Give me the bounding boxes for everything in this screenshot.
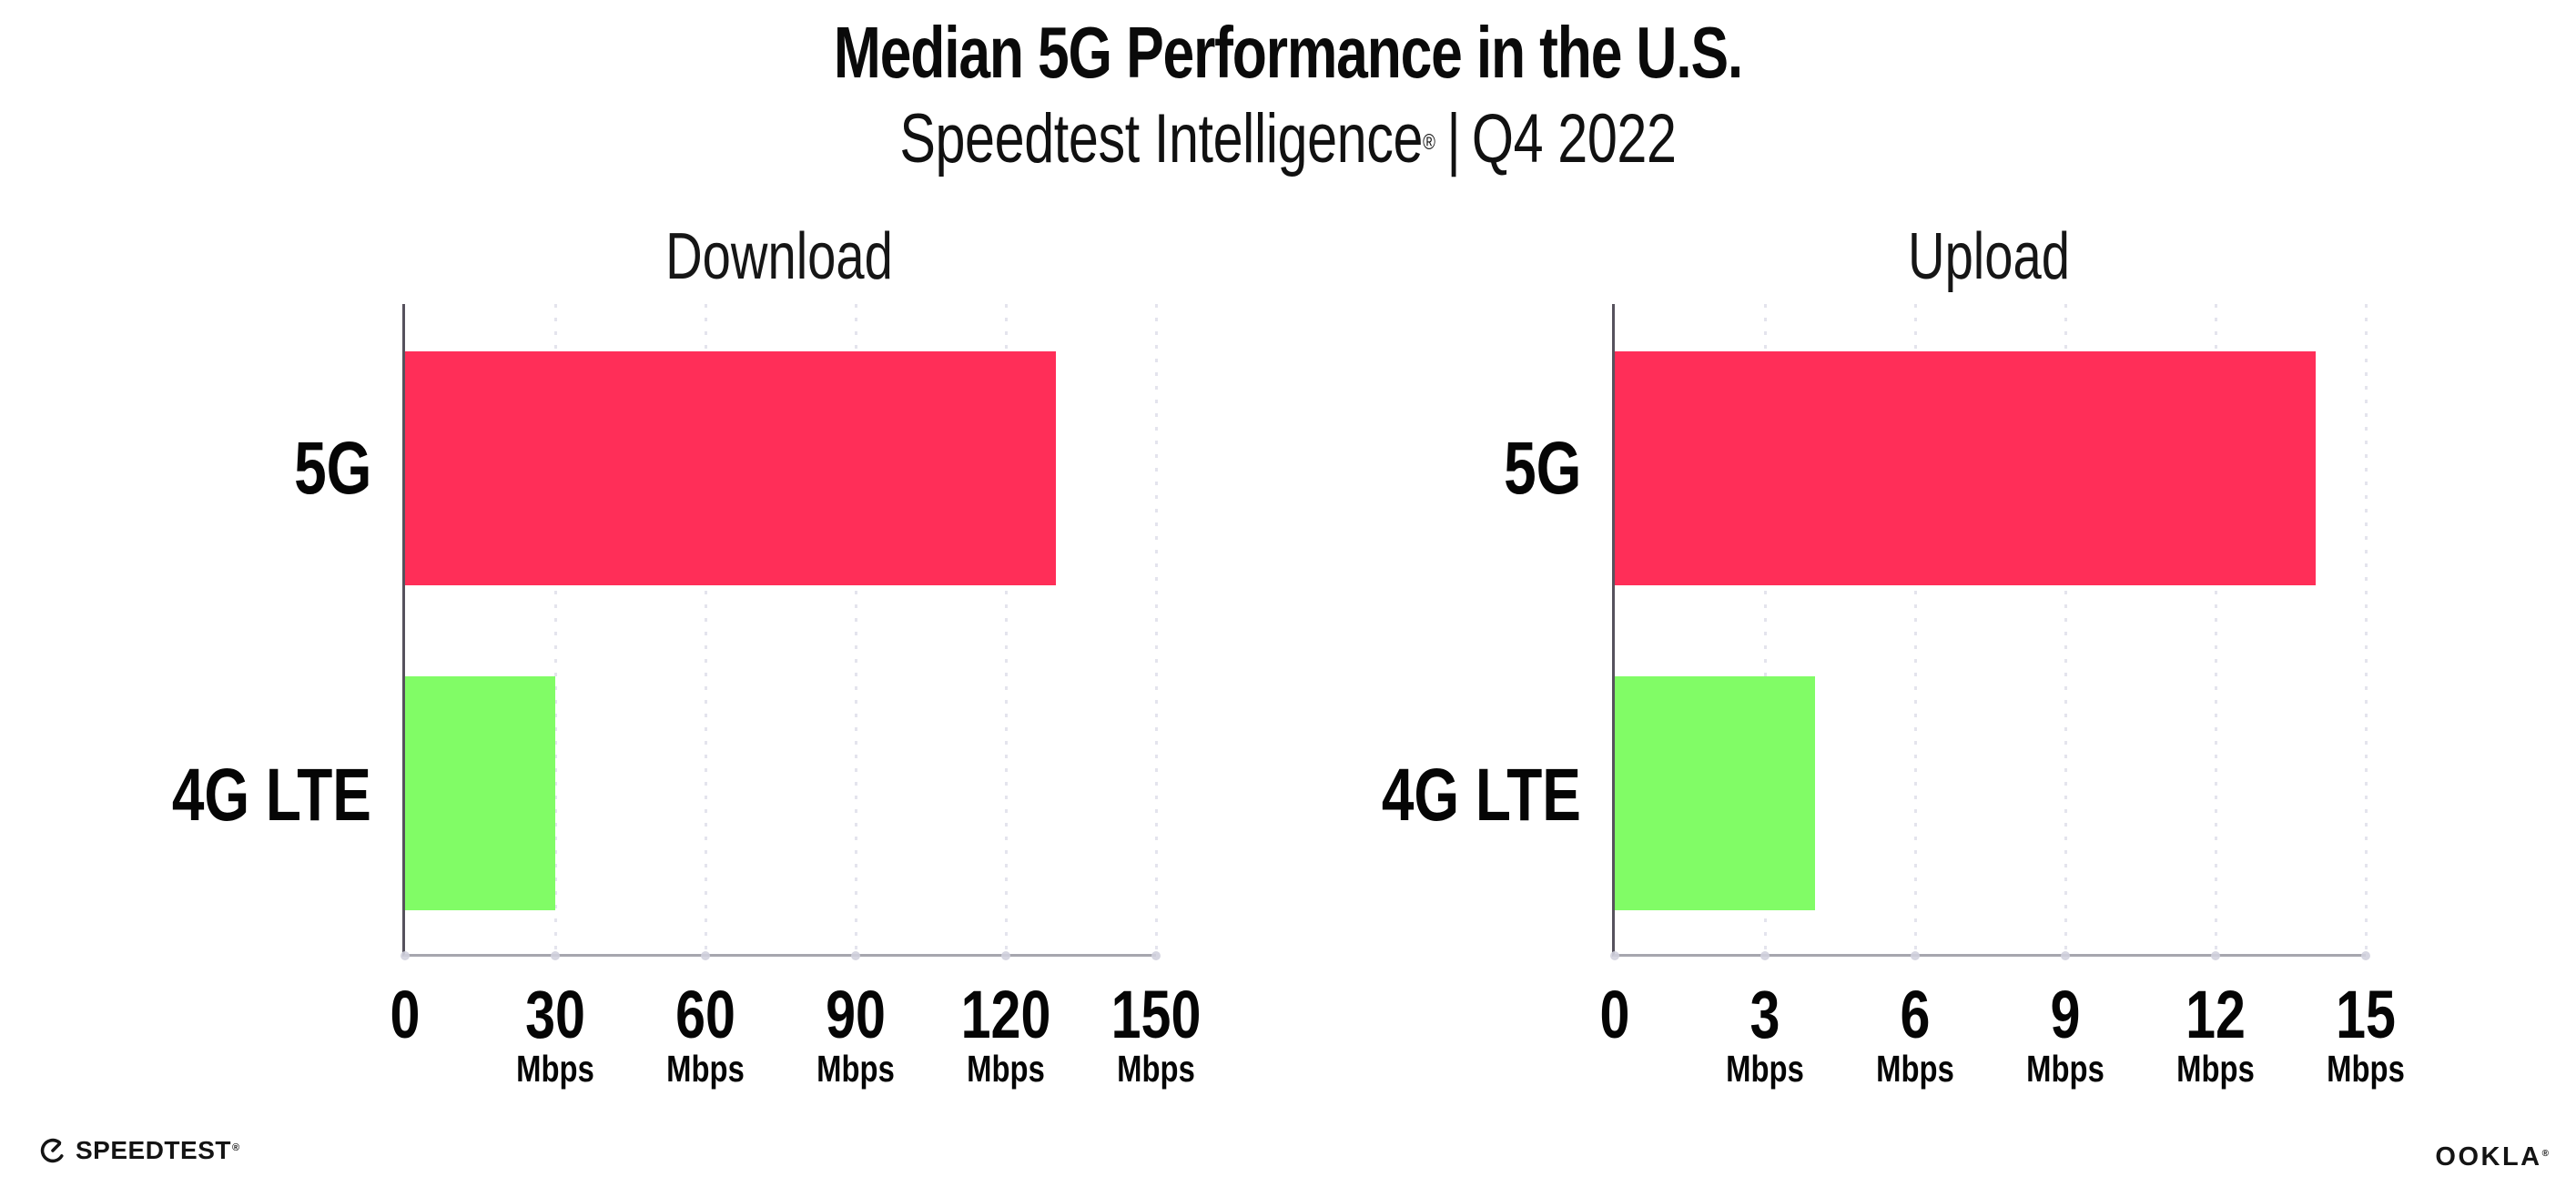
gridline-120 xyxy=(1005,304,1008,954)
axis-tick-dot xyxy=(2361,951,2370,960)
axis-tick-dot xyxy=(701,951,710,960)
x-tick-value: 30 xyxy=(525,977,585,1052)
x-tick-value: 3 xyxy=(1749,977,1780,1052)
x-tick-0: 0 xyxy=(1599,977,1630,1052)
gridline-12 xyxy=(2215,304,2217,954)
x-tick-unit: Mbps xyxy=(967,1048,1045,1090)
download-chart-title: Download xyxy=(665,220,893,293)
x-tick-value: 0 xyxy=(1599,977,1630,1052)
subtitle-divider: | xyxy=(1446,100,1461,178)
upload-plot-area xyxy=(1610,304,2370,960)
gridline-9 xyxy=(2064,304,2067,954)
x-tick-unit: Mbps xyxy=(1876,1048,1954,1090)
registered-trademark-icon: ® xyxy=(231,1142,240,1153)
registered-trademark-icon: ® xyxy=(1423,130,1435,155)
gridline-150 xyxy=(1155,304,1158,954)
page-subtitle: Speedtest Intelligence® | Q4 2022 xyxy=(0,98,2576,180)
speedtest-wordmark: SPEEDTEST xyxy=(76,1136,231,1164)
axis-tick-dot xyxy=(1760,951,1770,960)
axis-tick-dot xyxy=(2061,951,2070,960)
x-tick-0: 0 xyxy=(390,977,421,1052)
x-tick-60: 60 Mbps xyxy=(666,977,745,1090)
category-label-5g: 5G xyxy=(1503,427,1581,510)
x-tick-unit: Mbps xyxy=(2327,1048,2405,1090)
x-tick-value: 150 xyxy=(1111,977,1202,1052)
gridline-6 xyxy=(1914,304,1917,954)
download-chart: Download 5G 4G LTE 0 30 Mbps 60 Mbps 90 Mbps 12… xyxy=(172,0,1202,1111)
speedtest-logo-text: SPEEDTEST® xyxy=(76,1137,240,1164)
axis-tick-dot xyxy=(851,951,860,960)
upload-x-axis: 0 3 Mbps 6 Mbps 9 Mbps 12 Mbps 15 Mbps xyxy=(1600,977,2405,1107)
axis-tick-dot xyxy=(1911,951,1920,960)
gridline-60 xyxy=(705,304,707,954)
page-title: Median 5G Performance in the U.S. xyxy=(833,12,1743,93)
speedtest-logo: SPEEDTEST® xyxy=(38,1136,240,1165)
upload-chart: Upload 5G 4G LTE 0 3 Mbps 6 Mbps 9 Mbps 12 Mbps 1… xyxy=(1382,0,2405,1111)
x-tick-value: 60 xyxy=(675,977,735,1052)
registered-trademark-icon: ® xyxy=(2541,1149,2549,1159)
x-tick-value: 15 xyxy=(2336,977,2396,1052)
x-tick-value: 9 xyxy=(2050,977,2081,1052)
gridline-15 xyxy=(2365,304,2368,954)
axis-tick-dot xyxy=(401,951,410,960)
download-plot-area xyxy=(401,304,1161,960)
subtitle-text: Speedtest Intelligence® | Q4 2022 xyxy=(899,98,1677,180)
axis-tick-dot xyxy=(1001,951,1010,960)
axis-tick-dot xyxy=(1610,951,1619,960)
4g-lte-upload-bar xyxy=(1615,676,1815,910)
x-tick-120: 120 Mbps xyxy=(960,977,1051,1090)
category-label-4g-lte: 4G LTE xyxy=(1381,754,1581,837)
axis-tick-dot xyxy=(551,951,560,960)
category-label-5g: 5G xyxy=(293,427,371,510)
x-tick-15: 15 Mbps xyxy=(2327,977,2405,1090)
x-tick-value: 120 xyxy=(960,977,1051,1052)
x-tick-12: 12 Mbps xyxy=(2176,977,2255,1090)
x-tick-150: 150 Mbps xyxy=(1111,977,1202,1090)
ookla-wordmark: OOKLA xyxy=(2435,1142,2542,1172)
gridline-90 xyxy=(855,304,857,954)
upload-chart-title: Upload xyxy=(1908,220,2070,293)
category-label-4g-lte: 4G LTE xyxy=(171,754,371,837)
gridline-30 xyxy=(554,304,557,954)
axis-tick-dot xyxy=(2211,951,2220,960)
axis-tick-dot xyxy=(1151,951,1161,960)
x-tick-unit: Mbps xyxy=(516,1048,594,1090)
ookla-logo: OOKLA® xyxy=(2435,1143,2549,1171)
x-tick-unit: Mbps xyxy=(2176,1048,2255,1090)
x-tick-value: 12 xyxy=(2186,977,2246,1052)
x-tick-30: 30 Mbps xyxy=(516,977,594,1090)
x-tick-unit: Mbps xyxy=(2026,1048,2104,1090)
5g-download-bar xyxy=(405,351,1056,585)
subtitle-period: Q4 2022 xyxy=(1471,100,1677,178)
x-tick-9: 9 Mbps xyxy=(2026,977,2104,1090)
x-tick-unit: Mbps xyxy=(1117,1048,1195,1090)
x-tick-value: 0 xyxy=(390,977,421,1052)
x-tick-unit: Mbps xyxy=(816,1048,895,1090)
x-tick-3: 3 Mbps xyxy=(1726,977,1804,1090)
x-tick-90: 90 Mbps xyxy=(816,977,895,1090)
x-tick-6: 6 Mbps xyxy=(1876,977,1954,1090)
x-tick-value: 6 xyxy=(1900,977,1931,1052)
4g-lte-download-bar xyxy=(405,676,555,910)
speedtest-gauge-icon xyxy=(40,1138,66,1163)
x-tick-value: 90 xyxy=(826,977,886,1052)
subtitle-brand: Speedtest Intelligence xyxy=(899,100,1424,178)
gridline-3 xyxy=(1764,304,1767,954)
x-tick-unit: Mbps xyxy=(1726,1048,1804,1090)
5g-upload-bar xyxy=(1615,351,2316,585)
x-tick-unit: Mbps xyxy=(666,1048,745,1090)
download-x-axis: 0 30 Mbps 60 Mbps 90 Mbps 120 Mbps 150 Mbps xyxy=(390,977,1202,1107)
